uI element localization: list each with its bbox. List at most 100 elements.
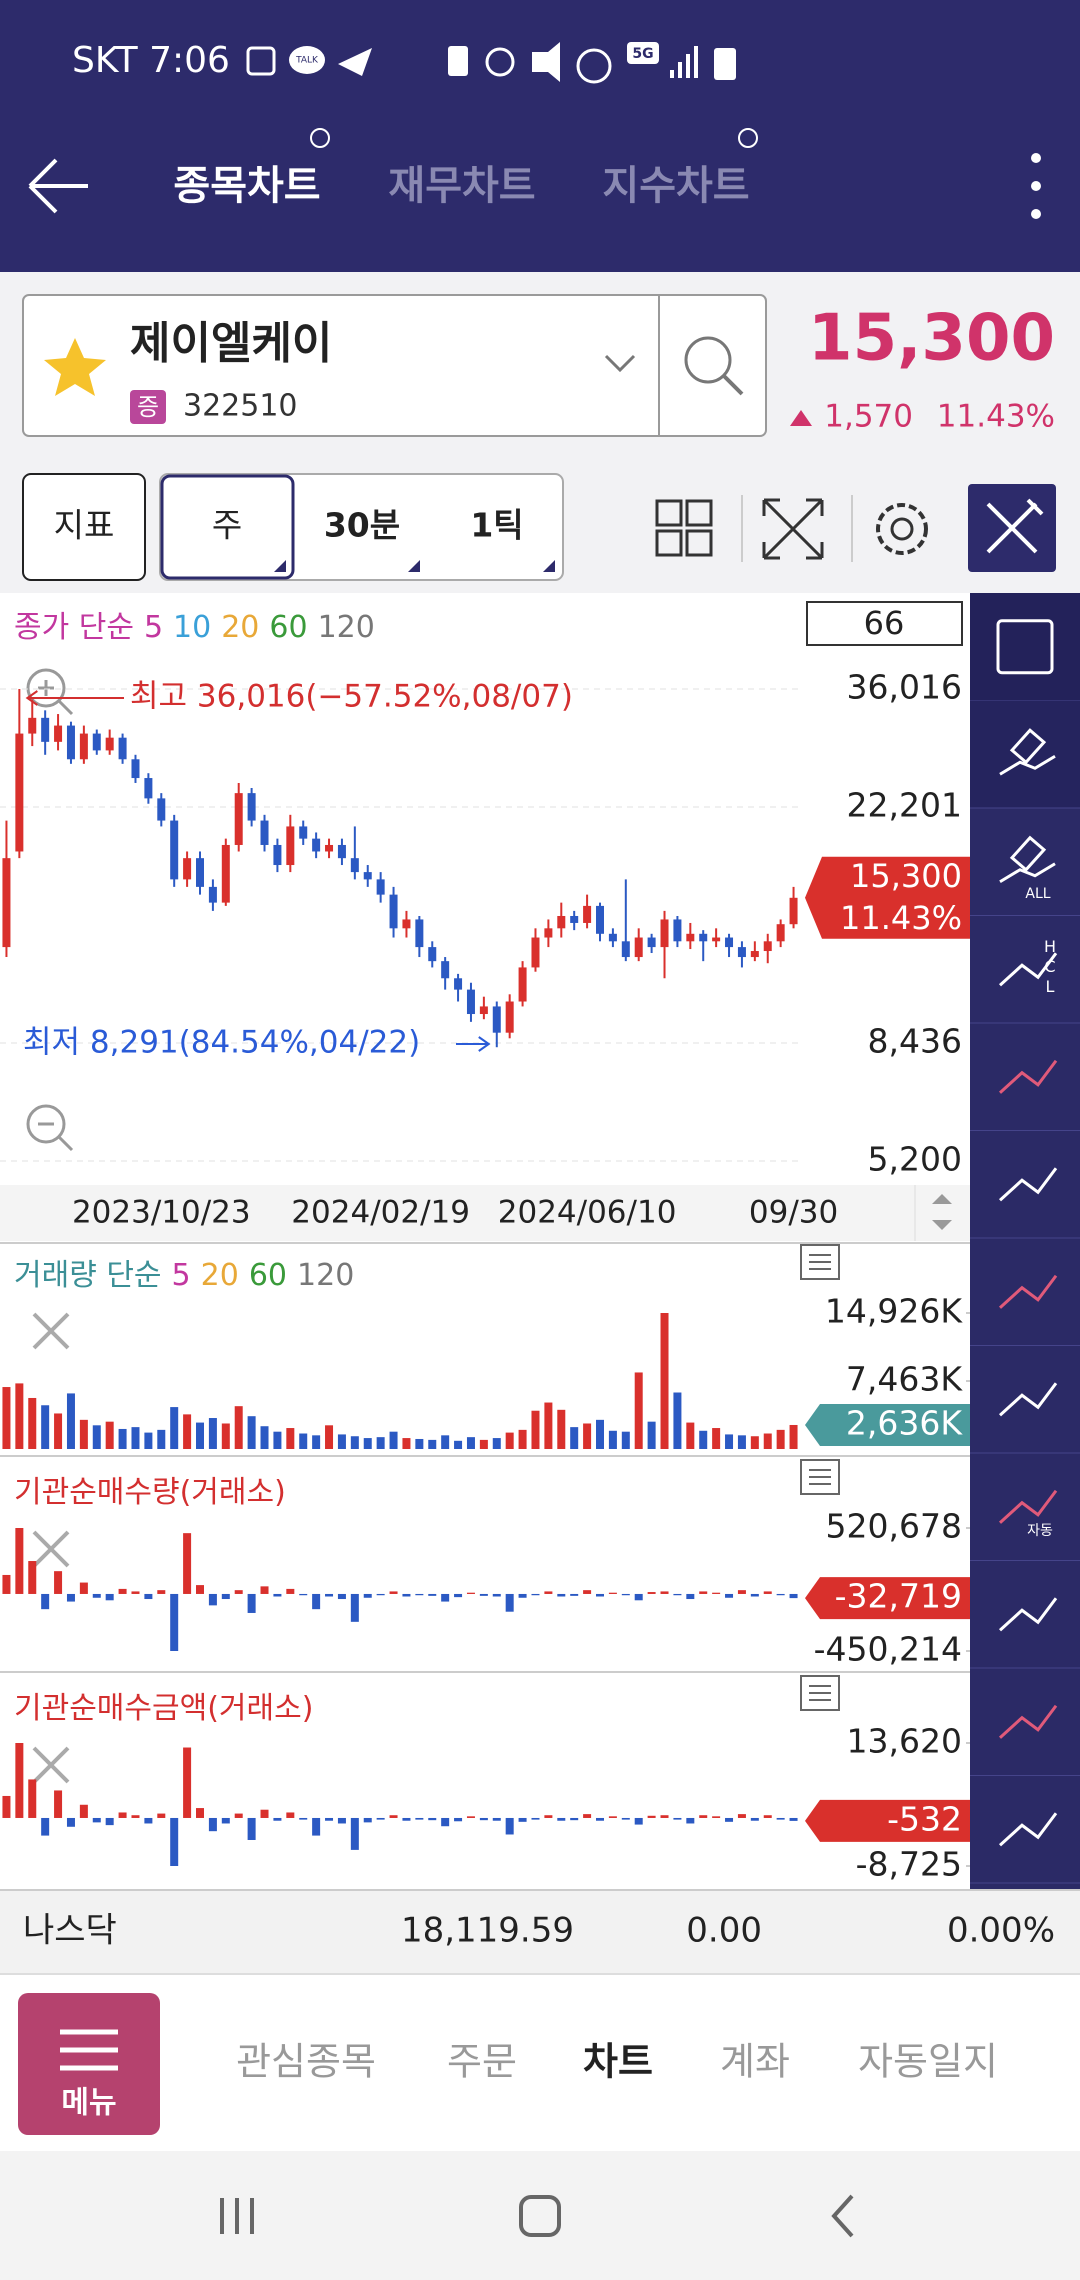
tool-icon[interactable]: [998, 1489, 1058, 1524]
bar: [325, 1425, 334, 1449]
bar: [221, 1423, 230, 1449]
bar: [725, 1434, 734, 1449]
candle-body: [789, 897, 798, 925]
candle-body: [415, 919, 424, 948]
bar: [686, 1422, 695, 1449]
bar: [492, 1817, 501, 1821]
bar: [621, 1431, 630, 1449]
stock-box[interactable]: [22, 294, 767, 437]
tool-icon[interactable]: [998, 1274, 1058, 1309]
back-system[interactable]: [831, 2194, 854, 2238]
candle-body: [157, 798, 166, 821]
settings-icon[interactable]: [876, 503, 928, 555]
sub-panels-bg: [0, 1243, 970, 1887]
candle-body: [2, 858, 11, 948]
button-label: 지표: [54, 506, 115, 545]
ticker-bg: [0, 1890, 1080, 1974]
candle-body: [325, 844, 334, 852]
panel-controls[interactable]: [800, 1244, 840, 1711]
legend: 기관순매수량(거래소): [14, 1475, 286, 1510]
bar: [428, 1593, 437, 1596]
tool-label: C: [1044, 957, 1055, 976]
value-tag-text: -32,719: [835, 1577, 962, 1616]
tool-icon[interactable]: [998, 952, 1058, 987]
nav-item[interactable]: 계좌: [720, 2040, 790, 2084]
tool-icon[interactable]: [998, 1812, 1058, 1847]
bar: [92, 1593, 101, 1598]
candle-body: [92, 733, 101, 751]
tool-icon[interactable]: [996, 619, 1054, 675]
nav-item[interactable]: 주문: [447, 2040, 517, 2084]
visible-count: 66: [864, 604, 905, 642]
candle-body: [750, 951, 759, 958]
tab[interactable]: 재무차트: [388, 163, 535, 209]
value-tag-text: -532: [887, 1799, 962, 1838]
dropdown-arrow[interactable]: [604, 354, 636, 373]
candle-body: [247, 793, 256, 821]
layout-icon[interactable]: [655, 499, 713, 557]
bar: [260, 1809, 269, 1818]
bar: [79, 1804, 88, 1818]
status-icon: [246, 46, 276, 76]
bar: [466, 1592, 475, 1594]
legend-title: 종가 단순: [14, 610, 134, 645]
bar: [789, 1424, 798, 1449]
bar: [41, 1405, 50, 1449]
home-button[interactable]: [519, 2195, 561, 2237]
candle-body: [686, 933, 695, 942]
bar: [776, 1429, 785, 1449]
expand-icon[interactable]: [762, 498, 824, 560]
menu-button[interactable]: [18, 1993, 160, 2135]
tool-icon[interactable]: [998, 1167, 1058, 1202]
scroll-arrows[interactable]: [932, 1194, 952, 1230]
date-row-bg: [0, 1185, 1080, 1241]
legend: 거래량 단순 5 20 60 120: [14, 1258, 354, 1293]
price-change: 1,570: [824, 399, 913, 435]
button-label[interactable]: 1틱: [470, 506, 523, 545]
ticker-name: 나스닥: [23, 1911, 117, 1951]
nav-item-active[interactable]: 차트: [583, 2040, 653, 2084]
bar: [673, 1817, 682, 1820]
button-label[interactable]: 30분: [324, 506, 400, 545]
bar: [634, 1372, 643, 1449]
zoom-out[interactable]: [26, 1104, 74, 1152]
candle-body: [479, 1006, 488, 1015]
tab[interactable]: 지수차트: [602, 163, 749, 209]
back-button[interactable]: [28, 158, 88, 214]
nav-item[interactable]: 자동일지: [858, 2040, 998, 2084]
tool-icon[interactable]: [998, 1704, 1058, 1739]
tool-icon[interactable]: [999, 728, 1056, 776]
zoom-in[interactable]: [26, 668, 74, 716]
candle-body: [725, 937, 734, 948]
indicator-button[interactable]: [22, 473, 146, 581]
price-tag-text: 15,300: [850, 857, 962, 895]
bar: [273, 1431, 282, 1449]
ticker-value: 18,119.59: [401, 1911, 574, 1951]
tool-icon[interactable]: [999, 835, 1056, 884]
tool-icon[interactable]: [998, 1382, 1058, 1417]
bar: [737, 1435, 746, 1449]
y-tick-label: 22,201: [847, 785, 962, 824]
legend-title: 기관순매수금액(거래소): [14, 1691, 313, 1726]
bar: [583, 1814, 592, 1818]
bar: [389, 1815, 398, 1818]
favorite-star[interactable]: [44, 338, 106, 396]
recent-apps[interactable]: [220, 2198, 254, 2234]
more-menu[interactable]: [1031, 153, 1041, 219]
tab-icon: [310, 128, 330, 148]
bar: [273, 1593, 282, 1597]
nav-item[interactable]: 관심종목: [236, 2040, 376, 2084]
ticker-rate: 0.00%: [947, 1911, 1055, 1951]
tab-active[interactable]: 종목차트: [173, 163, 320, 209]
bar: [325, 1593, 334, 1597]
tool-icon[interactable]: [998, 1597, 1058, 1632]
tool-icon[interactable]: [998, 1059, 1058, 1094]
bar: [41, 1817, 50, 1836]
menu-label: 메뉴: [61, 2086, 116, 2121]
panel-close[interactable]: [32, 1312, 70, 1784]
bar: [505, 1593, 514, 1612]
search-icon[interactable]: [684, 336, 732, 384]
bar: [454, 1440, 463, 1449]
period-button-selected[interactable]: [160, 474, 295, 580]
tool-cell: [970, 593, 1080, 701]
